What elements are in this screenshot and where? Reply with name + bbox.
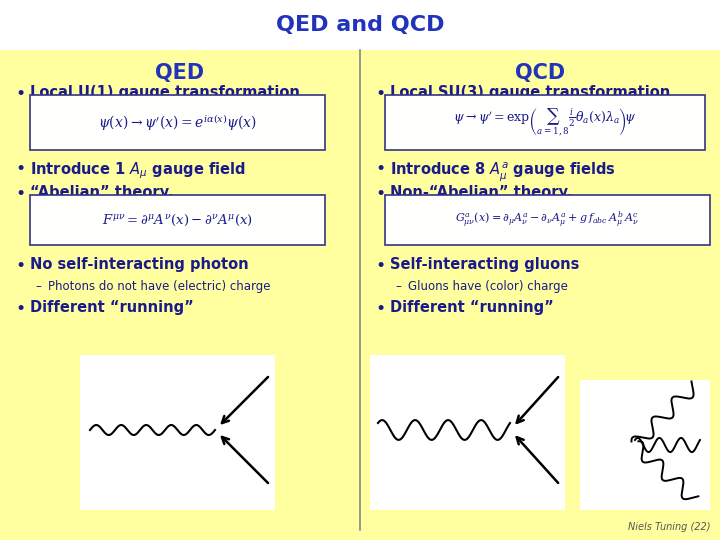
Text: QCD: QCD xyxy=(515,63,565,83)
Bar xyxy=(385,195,710,245)
Text: Local U(1) gauge transformation: Local U(1) gauge transformation xyxy=(30,85,300,100)
Text: $\psi(x) \rightarrow \psi'(x) = e^{i\alpha(x)}\psi(x)$: $\psi(x) \rightarrow \psi'(x) = e^{i\alp… xyxy=(98,112,257,133)
Text: QED: QED xyxy=(156,63,204,83)
Text: Local SU(3) gauge transformation: Local SU(3) gauge transformation xyxy=(390,85,670,100)
Text: –: – xyxy=(35,280,41,293)
Text: $G^{a}_{\mu\nu}(x) = \partial_{\mu}A^{a}_{\nu} - \partial_{\nu}A^{a}_{\mu} + g\,: $G^{a}_{\mu\nu}(x) = \partial_{\mu}A^{a}… xyxy=(456,210,639,230)
Text: •: • xyxy=(375,257,385,275)
Bar xyxy=(385,95,705,150)
Text: Introduce 1 $A_{\mu}$ gauge field: Introduce 1 $A_{\mu}$ gauge field xyxy=(30,160,246,180)
Bar xyxy=(580,380,710,510)
Text: Niels Tuning (22): Niels Tuning (22) xyxy=(628,522,710,532)
Text: Different “running”: Different “running” xyxy=(390,300,554,315)
Text: •: • xyxy=(375,300,385,318)
Text: •: • xyxy=(375,160,385,178)
Bar xyxy=(0,0,720,50)
Text: •: • xyxy=(15,160,25,178)
Text: •: • xyxy=(15,257,25,275)
Text: QED and QCD: QED and QCD xyxy=(276,15,444,35)
Text: •: • xyxy=(375,85,385,103)
Bar xyxy=(30,195,325,245)
Text: Introduce 8 $A_{\mu}^{a}$ gauge fields: Introduce 8 $A_{\mu}^{a}$ gauge fields xyxy=(390,160,616,183)
Bar xyxy=(370,355,565,510)
Text: •: • xyxy=(15,300,25,318)
Text: No self-interacting photon: No self-interacting photon xyxy=(30,257,248,272)
Bar xyxy=(30,95,325,150)
Bar xyxy=(80,355,275,510)
Text: –: – xyxy=(395,280,401,293)
Text: •: • xyxy=(15,85,25,103)
Text: “Abelian” theory,: “Abelian” theory, xyxy=(30,185,174,200)
Text: $\psi \rightarrow \psi' = \exp\!\left(\sum_{a=1,8}\frac{i}{2}\theta_a(x)\lambda_: $\psi \rightarrow \psi' = \exp\!\left(\s… xyxy=(453,107,637,138)
Text: •: • xyxy=(375,185,385,203)
Text: •: • xyxy=(15,185,25,203)
Text: Non-“Abelian” theory,: Non-“Abelian” theory, xyxy=(390,185,572,200)
Text: Photons do not have (electric) charge: Photons do not have (electric) charge xyxy=(48,280,271,293)
Text: Self-interacting gluons: Self-interacting gluons xyxy=(390,257,580,272)
Text: $F^{\mu\nu} = \partial^{\mu} A^{\nu}(x) - \partial^{\nu} A^{\mu}(x)$: $F^{\mu\nu} = \partial^{\mu} A^{\nu}(x) … xyxy=(102,212,253,227)
Text: Gluons have (color) charge: Gluons have (color) charge xyxy=(408,280,568,293)
Text: Different “running”: Different “running” xyxy=(30,300,194,315)
